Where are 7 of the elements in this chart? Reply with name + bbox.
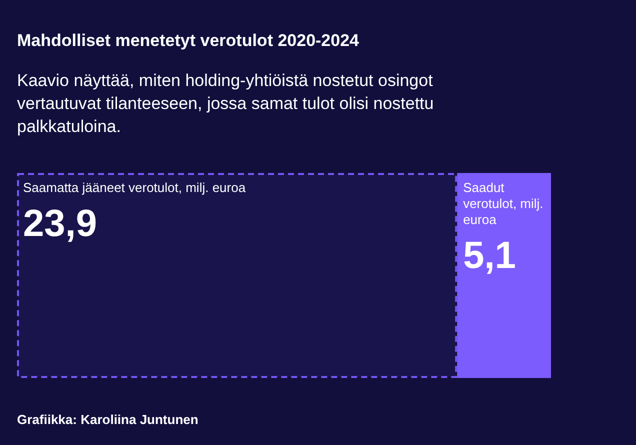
text: Grafiikka: Karoliina Juntunen — [17, 412, 198, 427]
chart-title: Mahdolliset menetetyt verotulot 2020-2024 — [17, 31, 360, 50]
data-label: 23,9 — [23, 203, 97, 245]
series-label: Saadut verotulot, milj. euroa — [463, 180, 544, 227]
chart-subtitle: Kaavio näyttää, miten holding-yhtiöistä nostetut osingot vertautuvat tilanteeseen, jossa samat tulot olisi nostettu palkkatuloina. — [17, 71, 434, 136]
series-label: Saamatta jääneet verotulot, milj. euroa — [23, 180, 246, 195]
data-label: 5,1 — [463, 235, 516, 277]
